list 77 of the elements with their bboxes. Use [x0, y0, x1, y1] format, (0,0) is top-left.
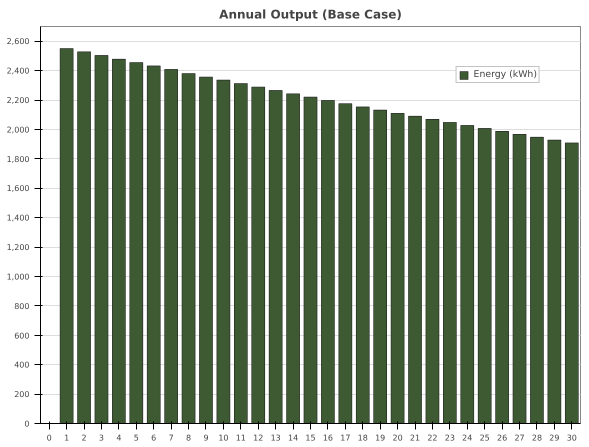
x-tick-label: 11 — [236, 434, 246, 442]
x-tick-label: 22 — [427, 434, 438, 442]
y-tick-label: 600 — [14, 331, 30, 340]
bar — [182, 73, 196, 424]
y-tick-label: 1,800 — [6, 154, 30, 164]
x-tick-label: 24 — [462, 434, 472, 442]
x-tick-label: 14 — [288, 434, 298, 442]
y-tick-label: 2,200 — [6, 96, 30, 106]
x-tick-label: 16 — [322, 434, 334, 442]
x-tick-label: 4 — [116, 434, 122, 442]
x-tick-label: 6 — [151, 434, 156, 442]
x-tick-label: 23 — [444, 434, 455, 442]
x-tick-label: 18 — [358, 434, 368, 442]
bar — [286, 94, 300, 424]
bar — [146, 66, 161, 424]
x-tick-label: 9 — [203, 434, 209, 442]
bar — [268, 90, 282, 424]
x-tick-label: 25 — [480, 434, 490, 442]
x-tick-label: 10 — [218, 434, 228, 442]
bar — [304, 96, 318, 424]
x-tick-label: 17 — [340, 434, 350, 442]
bar — [216, 80, 230, 424]
bar — [129, 62, 144, 424]
x-tick-label: 15 — [305, 434, 316, 442]
bar — [426, 118, 440, 424]
bar — [338, 103, 352, 424]
y-tick-label: 1,600 — [6, 184, 30, 194]
x-tick-label: 5 — [134, 434, 139, 442]
bar — [199, 76, 213, 424]
x-tick-label: 30 — [566, 434, 577, 442]
y-tick-label: 1,200 — [6, 243, 30, 252]
x-tick-label: 3 — [98, 434, 104, 442]
bar — [77, 51, 91, 424]
bar — [530, 136, 544, 424]
chart-title: Annual Output (Base Case) — [219, 8, 402, 22]
y-tick-label: 0 — [24, 420, 30, 428]
x-tick-label: 1 — [64, 434, 70, 442]
bar — [112, 58, 126, 424]
y-tick-label: 2,400 — [6, 66, 30, 76]
x-tick-label: 2 — [82, 434, 87, 442]
bar — [356, 106, 370, 424]
bar — [60, 48, 74, 424]
bar — [478, 128, 492, 424]
x-tick-label: 28 — [532, 434, 542, 442]
bar — [234, 83, 248, 424]
x-tick-label: 0 — [46, 434, 52, 442]
x-tick-label: 7 — [168, 434, 174, 442]
bar — [564, 142, 579, 424]
bar — [408, 116, 422, 424]
legend-label: Energy (kWh) — [474, 69, 537, 80]
x-tick-label: 13 — [270, 434, 281, 442]
bar — [443, 122, 457, 424]
y-tick-label: 2,000 — [6, 125, 30, 134]
bar — [251, 86, 266, 424]
y-tick-label: 200 — [14, 390, 30, 400]
y-tick-label: 2,600 — [6, 37, 30, 46]
bar — [460, 125, 474, 424]
bar — [321, 100, 335, 424]
x-tick-label: 8 — [186, 434, 192, 442]
x-tick-label: 20 — [392, 434, 403, 442]
y-tick-label: 1,400 — [6, 214, 30, 223]
bar — [164, 69, 178, 424]
x-tick-label: 21 — [410, 434, 420, 442]
bar — [548, 140, 562, 424]
y-tick-label: 1,000 — [6, 272, 30, 282]
bar — [373, 110, 388, 424]
x-tick-label: 12 — [253, 434, 264, 442]
bar — [495, 131, 509, 424]
x-tick-label: 26 — [497, 434, 508, 442]
x-tick-label: 27 — [514, 434, 525, 442]
x-tick-label: 29 — [549, 434, 560, 442]
y-tick-label: 800 — [14, 302, 30, 311]
x-tick-label: 19 — [375, 434, 386, 442]
y-tick-label: 400 — [14, 360, 30, 370]
bar — [512, 134, 526, 424]
bar — [390, 112, 404, 424]
bar — [94, 55, 108, 424]
